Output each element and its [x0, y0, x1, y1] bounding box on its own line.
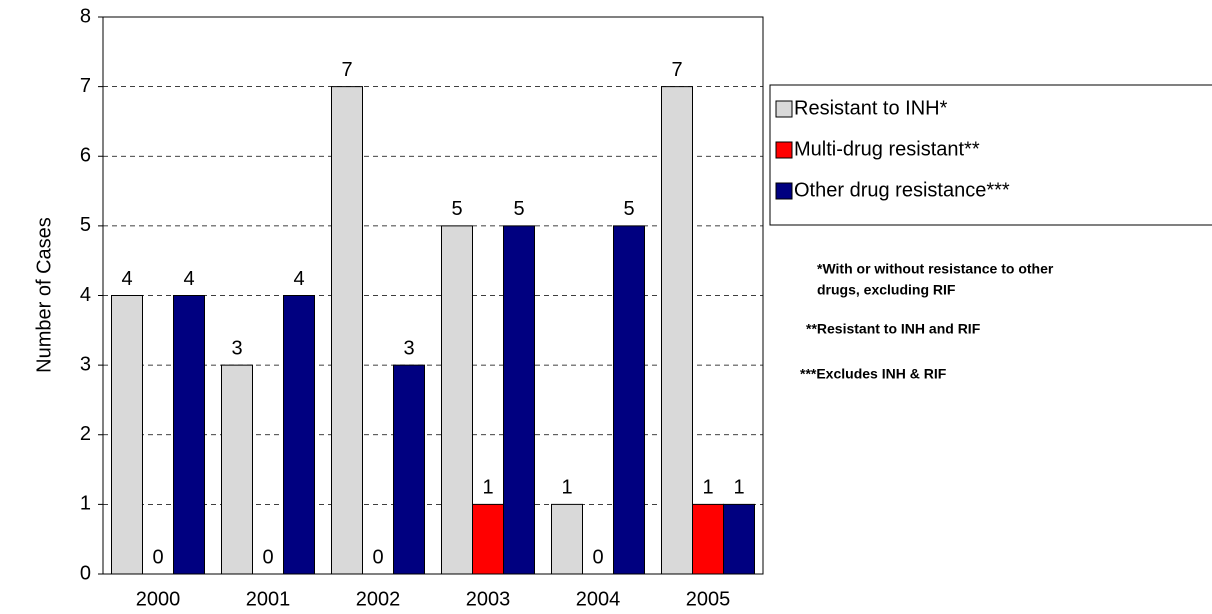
note: ***Excludes INH & RIF — [800, 366, 947, 382]
y-tick-label: 6 — [80, 145, 91, 167]
y-tick-label: 1 — [80, 493, 91, 515]
bar — [472, 503, 504, 575]
y-tick-label: 0 — [80, 562, 91, 584]
y-axis-label: Number of Cases — [33, 217, 55, 373]
data-label: 1 — [733, 477, 744, 499]
data-label: 4 — [121, 268, 132, 290]
legend-box — [769, 84, 1212, 226]
data-label: 0 — [372, 546, 383, 568]
data-label: 0 — [592, 546, 603, 568]
data-label: 7 — [341, 59, 352, 81]
data-label: 1 — [702, 477, 713, 499]
legend-swatch — [775, 141, 793, 159]
x-tick-label: 2003 — [466, 588, 511, 610]
data-label: 0 — [262, 546, 273, 568]
x-tick-label: 2005 — [686, 588, 731, 610]
bar — [441, 225, 473, 575]
bar — [503, 225, 535, 575]
x-tick-label: 2002 — [356, 588, 401, 610]
data-label: 5 — [513, 198, 524, 220]
legend-label: Other drug resistance*** — [794, 179, 1010, 201]
data-label: 4 — [183, 268, 194, 290]
data-label: 1 — [482, 477, 493, 499]
legend-swatch — [775, 182, 793, 200]
note: **Resistant to INH and RIF — [806, 321, 981, 337]
y-tick-label: 3 — [80, 353, 91, 375]
bar — [173, 295, 205, 575]
bar — [692, 503, 724, 575]
y-tick-label: 2 — [80, 423, 91, 445]
y-tick-label: 8 — [80, 5, 91, 27]
y-tick-label: 7 — [80, 75, 91, 97]
bar — [551, 503, 583, 575]
bar — [613, 225, 645, 575]
x-tick-label: 2004 — [576, 588, 621, 610]
data-label: 1 — [561, 477, 572, 499]
y-tick-label: 4 — [80, 284, 91, 306]
data-label: 5 — [623, 198, 634, 220]
legend-swatch — [775, 100, 793, 118]
note: drugs, excluding RIF — [817, 282, 956, 298]
data-label: 0 — [152, 546, 163, 568]
bar — [111, 295, 143, 575]
x-tick-label: 2001 — [246, 588, 291, 610]
bar — [393, 364, 425, 575]
legend-label: Resistant to INH* — [794, 97, 948, 119]
x-tick-label: 2000 — [136, 588, 181, 610]
bar — [283, 295, 315, 575]
legend-label: Multi-drug resistant** — [794, 138, 980, 160]
data-label: 3 — [231, 337, 242, 359]
bar — [661, 86, 693, 575]
bar — [221, 364, 253, 575]
bar — [723, 503, 755, 575]
note: *With or without resistance to other — [817, 261, 1054, 277]
data-label: 4 — [293, 268, 304, 290]
bar — [331, 86, 363, 575]
data-label: 7 — [671, 59, 682, 81]
data-label: 3 — [403, 337, 414, 359]
data-label: 5 — [451, 198, 462, 220]
y-tick-label: 5 — [80, 214, 91, 236]
